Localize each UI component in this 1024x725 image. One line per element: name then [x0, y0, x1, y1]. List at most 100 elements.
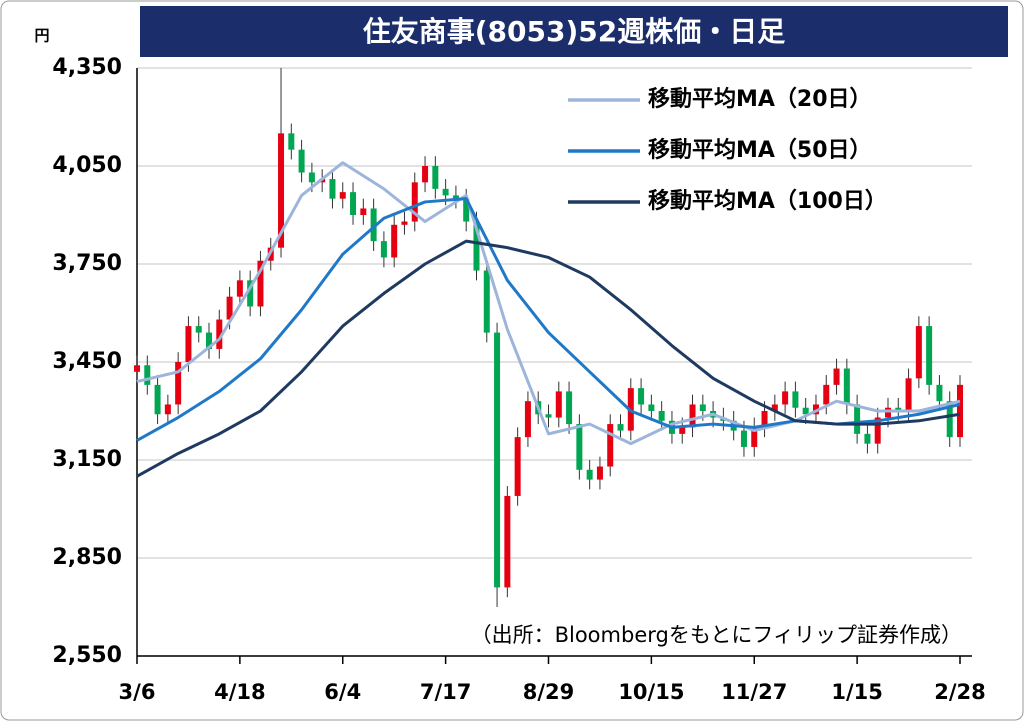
x-tick-label: 1/15	[831, 680, 883, 704]
candle-body	[442, 188, 449, 196]
candle-body	[463, 198, 470, 222]
candle-body	[288, 133, 295, 150]
x-tick-label: 4/18	[214, 680, 266, 704]
candle-body	[638, 388, 645, 405]
candle-body	[144, 365, 151, 385]
candle-body	[566, 391, 573, 425]
candle-body	[350, 192, 357, 215]
candle-body	[175, 362, 182, 405]
y-tick-label: 4,350	[52, 55, 122, 80]
chart-title: 住友商事(8053)52週株価・日足	[363, 15, 786, 48]
candle-body	[617, 424, 624, 431]
candle-body	[298, 149, 305, 173]
candle-body	[895, 407, 902, 411]
candle-body	[195, 326, 202, 333]
candle-body	[257, 260, 264, 307]
candle-body	[370, 208, 377, 242]
candle-body	[658, 411, 665, 421]
candle-body	[607, 424, 614, 467]
candle-body	[360, 208, 367, 215]
x-tick-label: 2/28	[934, 680, 986, 704]
candle-body	[134, 365, 140, 372]
moving-average-line	[136, 161, 961, 446]
candle-body	[946, 401, 953, 438]
candle-body	[843, 368, 850, 405]
y-tick-label: 4,050	[52, 153, 122, 178]
y-unit: 円	[34, 27, 49, 45]
candle-body	[874, 417, 881, 444]
x-tick-label: 7/17	[420, 680, 472, 704]
y-tick-label: 3,150	[52, 447, 122, 472]
candle-body	[308, 172, 315, 183]
candle-body	[833, 368, 840, 385]
candle-body	[432, 166, 439, 189]
candle-body	[915, 326, 922, 379]
y-tick-label: 3,750	[52, 251, 122, 276]
candle-body	[596, 466, 603, 480]
candle-body	[586, 469, 593, 480]
candle-body	[216, 319, 223, 349]
candle-body	[524, 401, 531, 438]
plot	[134, 68, 963, 607]
legend-label: 移動平均MA（20日）	[648, 86, 872, 112]
candle-body	[792, 391, 799, 408]
candle-body	[699, 404, 706, 411]
x-tick-label: 6/4	[324, 680, 361, 704]
candle-body	[689, 404, 696, 428]
candle-body	[761, 411, 768, 428]
candle-body	[411, 182, 418, 222]
y-tick-label: 2,550	[52, 643, 122, 668]
legend-label: 移動平均MA（50日）	[648, 137, 872, 163]
candle-body	[483, 270, 490, 333]
candle-body	[422, 166, 429, 183]
candle-body	[206, 332, 213, 349]
x-tick-label: 3/6	[119, 680, 156, 704]
candle-body	[514, 437, 521, 496]
candle-body	[648, 404, 655, 411]
candle-body	[226, 296, 233, 320]
candle-body	[782, 391, 789, 405]
candle-body	[823, 384, 830, 405]
candle-body	[452, 195, 459, 199]
x-tick-label: 11/27	[721, 680, 787, 704]
candle-body	[679, 427, 686, 434]
candle-body	[936, 384, 943, 402]
candle-body	[926, 326, 933, 385]
candle-body	[771, 404, 778, 411]
candle-body	[329, 179, 336, 199]
candle-body	[884, 407, 891, 418]
candle-body	[957, 384, 963, 438]
moving-average-line	[136, 239, 961, 478]
candle-body	[164, 404, 171, 415]
candle-body	[278, 133, 285, 248]
source-note: （出所：Bloombergをもとにフィリップ証券作成）	[471, 623, 962, 647]
candle-body	[864, 433, 871, 444]
title-box	[140, 6, 1008, 57]
x-tick-label: 8/29	[523, 680, 575, 704]
candle-body	[494, 332, 501, 588]
candle-body	[555, 391, 562, 418]
candle-body	[504, 495, 511, 588]
candle-body	[236, 280, 243, 297]
x-tick-label: 10/15	[618, 680, 684, 704]
y-tick-label: 3,450	[52, 349, 122, 374]
candle-body	[905, 378, 912, 411]
candle-body	[751, 427, 758, 447]
candle-body	[401, 221, 408, 225]
y-tick-label: 2,850	[52, 545, 122, 570]
candle-body	[854, 404, 861, 434]
candle-body	[154, 384, 161, 415]
candle-body	[545, 414, 552, 418]
candle-body	[802, 407, 809, 415]
candle-body	[185, 326, 192, 362]
candle-body	[740, 430, 747, 447]
legend-label: 移動平均MA（100日）	[648, 188, 887, 214]
candle-body	[473, 221, 480, 271]
candle-body	[380, 241, 387, 258]
candle-body	[247, 280, 254, 307]
candle-body	[576, 424, 583, 470]
candle-body	[391, 224, 398, 258]
candle-body	[339, 192, 346, 199]
